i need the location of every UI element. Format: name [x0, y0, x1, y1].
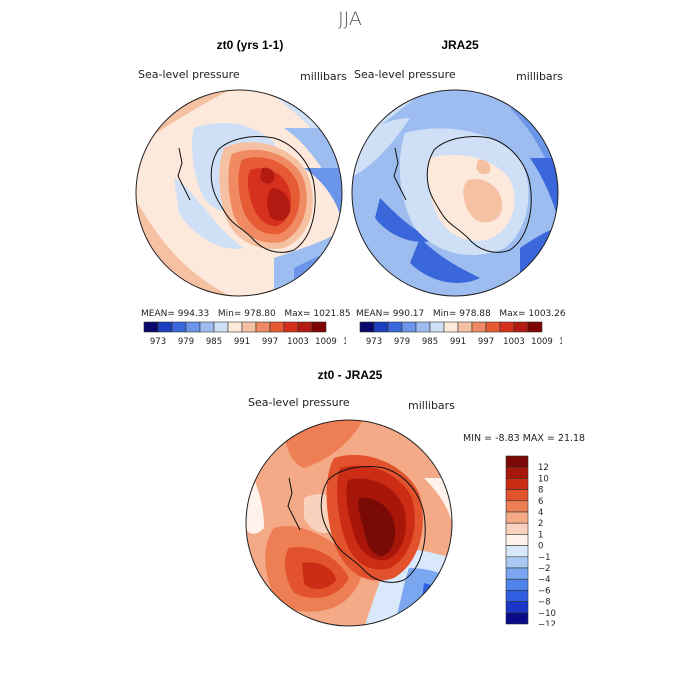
colorbar-diff-tick-label: −12 [538, 620, 556, 626]
panel-title-diff: zt0 - JRA25 [317, 368, 383, 382]
stats-model: MEAN= 994.33 Min= 978.80 Max= 1021.85 [141, 309, 351, 319]
polar-map-obs [351, 89, 559, 297]
colorbar-model-tick-label: 1003 [287, 337, 309, 347]
colorbar-diff-tick-label: −4 [538, 575, 551, 585]
colorbar-model-swatch [143, 321, 159, 333]
polar-map-diff [245, 419, 453, 627]
colorbar-model-tick-label: 997 [262, 337, 278, 347]
colorbar-diff-swatch [505, 534, 529, 546]
colorbar-diff-tick-label: −1 [538, 553, 551, 563]
map-boundary-diff [245, 419, 453, 627]
colorbar-model-swatch [269, 321, 285, 333]
colorbar-model-swatch [185, 321, 201, 333]
colorbar-obs-tick-label: 979 [394, 337, 410, 347]
colorbar-diff-swatch [505, 511, 529, 524]
colorbar-obs-swatch [485, 321, 501, 333]
figure-title: JJA [338, 8, 362, 30]
colorbar-diff-tick-label: 10 [538, 474, 549, 484]
colorbar-diff-swatch [505, 567, 529, 580]
map-boundary-model [135, 89, 343, 297]
colorbar-obs-swatch [443, 321, 459, 333]
colorbar-diff-tick-label: 0 [538, 542, 543, 552]
colorbar-diff-tick-label: −8 [538, 598, 551, 608]
colorbar-diff-swatch [505, 578, 529, 591]
colorbar-model-swatch [283, 321, 299, 333]
pressure-field-model [136, 90, 342, 296]
colorbar-model-swatch [157, 321, 173, 333]
colorbar-obs-swatch [429, 321, 445, 333]
colorbar-obs-tick-label: 1003 [503, 337, 525, 347]
colorbar-model-swatch [213, 321, 229, 333]
colorbar-obs-swatch [373, 321, 389, 333]
colorbar-obs-tick-label: 985 [422, 337, 438, 347]
colorbar-diff-swatch [505, 556, 529, 569]
colorbar-obs-swatch [471, 321, 487, 333]
panel-title-model: zt0 (yrs 1-1) [216, 38, 284, 52]
colorbar-diff-swatch [505, 478, 529, 490]
colorbar-diff-tick-label: −2 [538, 564, 551, 574]
colorbar-model-swatch [171, 321, 187, 333]
polar-map-model [135, 89, 343, 297]
colorbar-obs-tick-label: 973 [366, 337, 382, 347]
colorbar-obs-swatch [499, 321, 515, 333]
colorbar-obs-swatch [513, 321, 529, 333]
variable-label-model: Sea-level pressure [138, 68, 240, 81]
colorbar-obs: 973 979 985 991 997 1003 1009 1015 [359, 321, 562, 347]
colorbar-model-tick-label: 1009 [315, 337, 337, 347]
colorbar-obs-swatch [527, 321, 543, 333]
units-label-obs: millibars [516, 70, 563, 83]
colorbar-diff-swatch [505, 466, 529, 479]
colorbar-obs-tick-label: 1009 [531, 337, 553, 347]
colorbar-diff-swatch [505, 500, 529, 513]
colorbar-diff-swatch [505, 455, 529, 468]
colorbar-model-tick-label: 985 [206, 337, 222, 347]
colorbar-diff-tick-label: 4 [538, 508, 543, 518]
colorbar-model-swatch [297, 321, 313, 333]
colorbar-obs-swatch [387, 321, 403, 333]
colorbar-diff-swatch [505, 590, 529, 602]
units-label-model: millibars [300, 70, 347, 83]
colorbar-diff-swatch [505, 545, 529, 558]
colorbar-obs-swatch [401, 321, 417, 333]
colorbar-model-swatch [311, 321, 327, 333]
colorbar-model-tick-label: 973 [150, 337, 166, 347]
colorbar-model-tick-label: 979 [178, 337, 194, 347]
colorbar-obs-swatch [359, 321, 375, 333]
colorbar-diff-swatch [505, 612, 529, 625]
colorbar-model-tick-label: 991 [234, 337, 250, 347]
minmax-diff: MIN = -8.83 MAX = 21.18 [463, 433, 586, 444]
pressure-field-obs [352, 90, 558, 296]
colorbar-diff-swatch [505, 522, 529, 535]
colorbar-model: 973 979 985 991 997 1003 1009 1015 [143, 321, 346, 347]
map-boundary-obs [351, 89, 559, 297]
units-label-diff: millibars [408, 399, 455, 412]
colorbar-model-swatch [241, 321, 257, 333]
colorbar-obs-tick-label: 1015 [559, 337, 562, 347]
colorbar-obs-swatch [415, 321, 431, 333]
colorbar-model-swatch [227, 321, 243, 333]
colorbar-diff-tick-label: 2 [538, 519, 543, 529]
variable-label-obs: Sea-level pressure [354, 68, 456, 81]
colorbar-obs-tick-label: 991 [450, 337, 466, 347]
colorbar-diff-tick-label: −6 [538, 586, 551, 596]
colorbar-diff-tick-label: 1 [538, 530, 543, 540]
colorbar-diff-swatch [505, 489, 529, 502]
stats-obs: MEAN= 990.17 Min= 978.88 Max= 1003.26 [356, 309, 566, 319]
panel-title-obs: JRA25 [441, 38, 479, 52]
colorbar-model-swatch [255, 321, 271, 333]
colorbar-obs-tick-label: 997 [478, 337, 494, 347]
colorbar-obs-swatch [457, 321, 473, 333]
colorbar-model-tick-label: 1015 [343, 337, 346, 347]
colorbar-diff-tick-label: −10 [538, 609, 556, 619]
variable-label-diff: Sea-level pressure [248, 396, 350, 409]
colorbar-diff-tick-label: 12 [538, 463, 549, 473]
colorbar-diff-tick-label: 6 [538, 497, 543, 507]
colorbar-diff-tick-label: 8 [538, 486, 543, 496]
colorbar-model-swatch [199, 321, 215, 333]
colorbar-diff-swatch [505, 601, 529, 614]
pressure-field-diff [246, 420, 452, 626]
